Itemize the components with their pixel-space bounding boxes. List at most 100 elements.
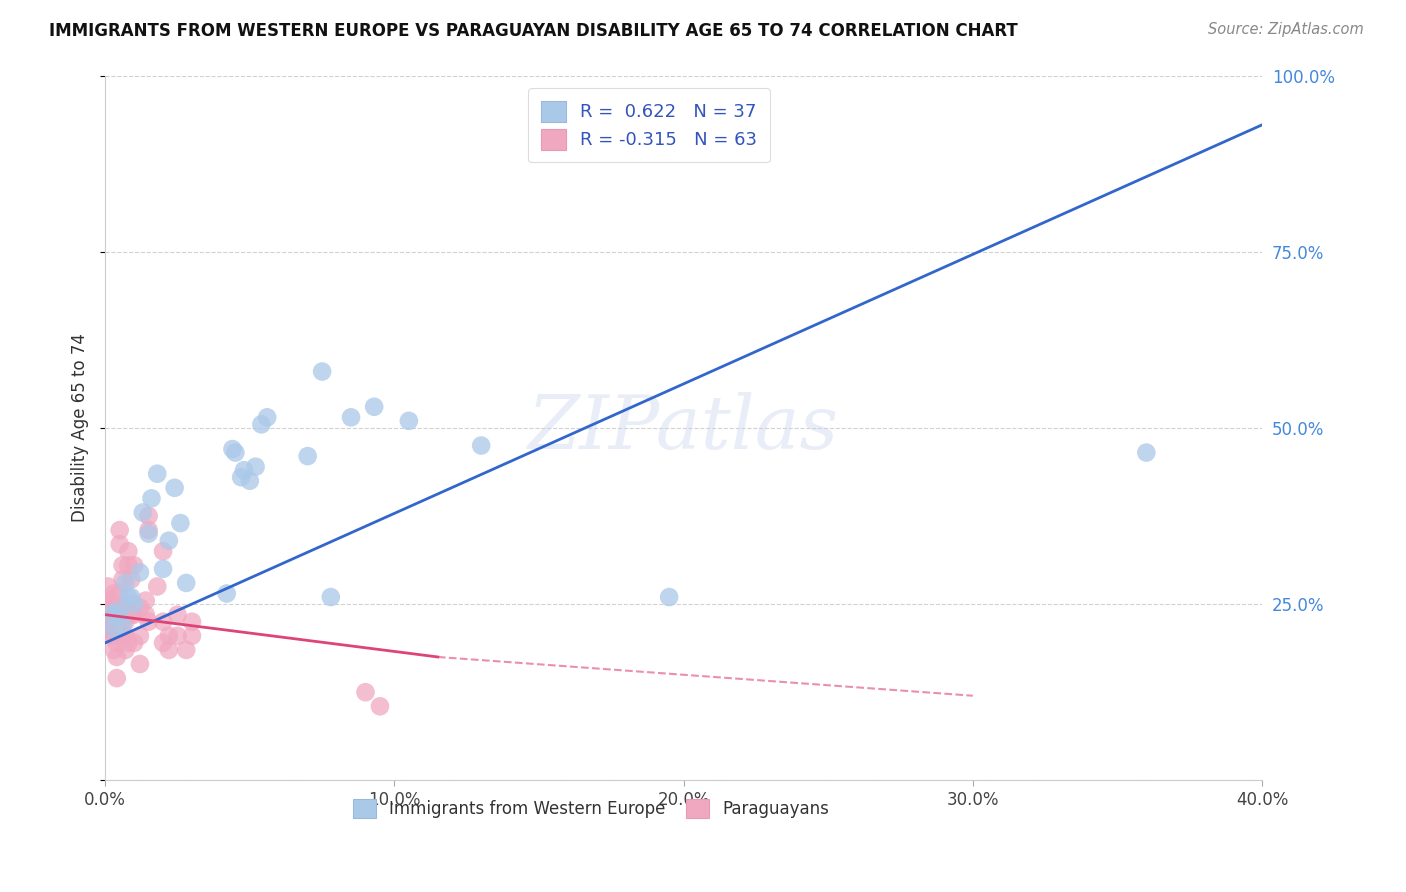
Point — [122, 558, 145, 573]
Point — [152, 562, 174, 576]
Point — [157, 643, 180, 657]
Point — [105, 604, 128, 618]
Point — [100, 607, 122, 622]
Point — [152, 615, 174, 629]
Point — [157, 629, 180, 643]
Point — [108, 537, 131, 551]
Point — [105, 650, 128, 665]
Point — [129, 657, 152, 671]
Point — [122, 607, 145, 622]
Point — [105, 636, 128, 650]
Point — [114, 576, 136, 591]
Point — [340, 410, 363, 425]
Text: ZIPatlas: ZIPatlas — [529, 392, 839, 464]
Point — [354, 685, 377, 699]
Point — [250, 417, 273, 432]
Text: Source: ZipAtlas.com: Source: ZipAtlas.com — [1208, 22, 1364, 37]
Point — [135, 593, 157, 607]
Point — [138, 523, 160, 537]
Point — [166, 629, 188, 643]
Point — [94, 615, 117, 629]
Point — [108, 586, 131, 600]
Point — [233, 463, 256, 477]
Point — [117, 558, 139, 573]
Y-axis label: Disability Age 65 to 74: Disability Age 65 to 74 — [72, 334, 89, 523]
Point — [100, 600, 122, 615]
Point — [100, 622, 122, 636]
Point — [169, 516, 191, 530]
Point — [146, 467, 169, 481]
Point — [152, 636, 174, 650]
Point — [239, 474, 262, 488]
Point — [231, 470, 253, 484]
Point — [97, 593, 120, 607]
Point — [181, 615, 204, 629]
Point — [129, 566, 152, 580]
Point — [120, 590, 142, 604]
Point — [166, 607, 188, 622]
Point — [108, 523, 131, 537]
Point — [111, 558, 134, 573]
Point — [368, 699, 391, 714]
Point — [122, 636, 145, 650]
Point — [103, 643, 125, 657]
Point — [111, 615, 134, 629]
Point — [117, 544, 139, 558]
Text: IMMIGRANTS FROM WESTERN EUROPE VS PARAGUAYAN DISABILITY AGE 65 TO 74 CORRELATION: IMMIGRANTS FROM WESTERN EUROPE VS PARAGU… — [49, 22, 1018, 40]
Point — [111, 618, 134, 632]
Point — [111, 600, 134, 615]
Point — [103, 629, 125, 643]
Point — [1135, 445, 1157, 459]
Point — [221, 442, 243, 456]
Point — [138, 508, 160, 523]
Point — [117, 590, 139, 604]
Point — [132, 506, 155, 520]
Point — [100, 593, 122, 607]
Point — [105, 600, 128, 615]
Point — [114, 643, 136, 657]
Point — [105, 671, 128, 685]
Point — [103, 586, 125, 600]
Point — [311, 365, 333, 379]
Point — [157, 533, 180, 548]
Point — [297, 449, 319, 463]
Point — [108, 615, 131, 629]
Point — [120, 607, 142, 622]
Point — [129, 600, 152, 615]
Point — [224, 445, 246, 459]
Point — [103, 622, 125, 636]
Point — [215, 586, 238, 600]
Point — [122, 597, 145, 611]
Point — [103, 615, 125, 629]
Point — [363, 400, 385, 414]
Point — [398, 414, 420, 428]
Point — [658, 590, 681, 604]
Point — [103, 607, 125, 622]
Point — [163, 481, 186, 495]
Point — [245, 459, 267, 474]
Point — [174, 576, 197, 591]
Point — [100, 629, 122, 643]
Point — [138, 526, 160, 541]
Point — [117, 636, 139, 650]
Point — [152, 544, 174, 558]
Point — [114, 615, 136, 629]
Legend: Immigrants from Western Europe, Paraguayans: Immigrants from Western Europe, Paraguay… — [346, 792, 837, 825]
Point — [181, 629, 204, 643]
Point — [97, 579, 120, 593]
Point — [470, 438, 492, 452]
Point — [256, 410, 278, 425]
Point — [138, 615, 160, 629]
Point — [174, 643, 197, 657]
Point — [105, 615, 128, 629]
Point — [135, 607, 157, 622]
Point — [108, 607, 131, 622]
Point — [94, 600, 117, 615]
Point — [100, 615, 122, 629]
Point — [97, 622, 120, 636]
Point — [120, 573, 142, 587]
Point — [141, 491, 163, 506]
Point — [97, 607, 120, 622]
Point — [97, 615, 120, 629]
Point — [114, 629, 136, 643]
